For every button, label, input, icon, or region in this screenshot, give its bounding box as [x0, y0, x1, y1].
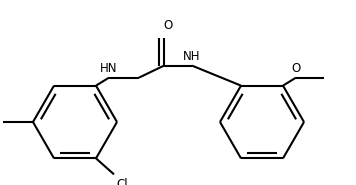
Text: NH: NH	[183, 50, 201, 63]
Text: O: O	[291, 62, 300, 75]
Text: HN: HN	[100, 62, 118, 75]
Text: Cl: Cl	[116, 178, 127, 185]
Text: O: O	[163, 19, 173, 32]
